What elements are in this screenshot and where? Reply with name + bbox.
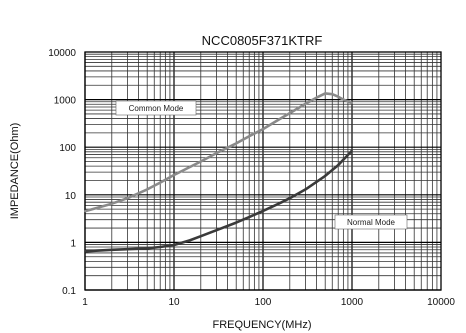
x-tick-label: 100 <box>255 297 272 308</box>
normal-mode-point <box>351 149 353 152</box>
normal-mode-point <box>146 247 149 250</box>
y-tick-label: 100 <box>59 143 76 154</box>
normal-mode-point <box>199 235 202 238</box>
normal-mode-point <box>110 248 113 251</box>
common-mode-point <box>288 112 291 115</box>
grid <box>84 51 442 291</box>
common-mode-line <box>84 92 353 213</box>
normal-mode-point <box>188 239 191 242</box>
common-mode-point <box>337 95 340 98</box>
x-tick-label: 10 <box>168 297 180 308</box>
normal-mode-point <box>84 250 86 253</box>
x-axis-label: FREQUENCY(MHz) <box>213 319 312 331</box>
y-axis-label: IMPEDANCE(Ohm) <box>9 123 21 220</box>
normal-mode-point <box>173 244 175 246</box>
common-mode-point <box>173 174 175 176</box>
normal-mode-label: Normal Mode <box>347 218 396 227</box>
common-mode-point <box>235 142 238 145</box>
common-mode-point <box>351 102 353 104</box>
y-tick-label: 1 <box>70 238 76 249</box>
common-mode-label: Common Mode <box>129 104 184 113</box>
tick-labels: 1 10 100 1000 10000 0.1 1 10 100 1000 10000 <box>48 48 455 308</box>
common-mode-point <box>110 202 113 205</box>
common-mode-label-box <box>115 100 197 116</box>
common-mode-point <box>159 181 162 184</box>
common-mode-point <box>126 197 129 200</box>
common-mode-point <box>315 96 318 99</box>
normal-mode-point <box>277 202 280 205</box>
x-tick-label: 1 <box>82 297 88 308</box>
y-tick-label: 1000 <box>54 96 77 107</box>
normal-mode-point <box>248 216 251 219</box>
annotation-layer: Common Mode Normal Mode <box>115 100 408 230</box>
y-tick-label: 0.1 <box>62 286 76 297</box>
x-tick-label: 1000 <box>341 297 364 308</box>
common-mode-point <box>342 98 345 101</box>
series-layer <box>84 92 353 253</box>
normal-mode-point <box>288 197 291 200</box>
common-mode-point <box>215 152 218 155</box>
common-mode-point <box>277 118 280 121</box>
common-mode-point <box>331 93 334 96</box>
y-tick-label: 10 <box>65 191 77 202</box>
x-tick-label: 10000 <box>427 297 455 308</box>
common-mode-point <box>146 188 149 191</box>
common-mode-point <box>324 92 327 95</box>
normal-mode-point <box>324 174 327 177</box>
normal-mode-point <box>159 246 162 248</box>
normal-mode-point <box>235 221 238 224</box>
normal-mode-point <box>304 188 307 191</box>
normal-mode-point <box>337 164 340 167</box>
normal-mode-label-box <box>334 214 408 230</box>
common-mode-point <box>262 128 264 131</box>
common-mode-point <box>304 102 307 105</box>
y-tick-label: 10000 <box>48 48 76 59</box>
normal-mode-point <box>262 209 264 212</box>
normal-mode-line <box>84 149 353 253</box>
common-mode-point <box>248 135 251 138</box>
chart-title: NCC0805F371KTRF <box>202 33 323 48</box>
common-mode-point <box>199 160 202 163</box>
common-mode-point <box>84 210 86 213</box>
normal-mode-point <box>126 248 129 251</box>
normal-mode-point <box>215 229 218 232</box>
plot-frame <box>84 51 442 291</box>
